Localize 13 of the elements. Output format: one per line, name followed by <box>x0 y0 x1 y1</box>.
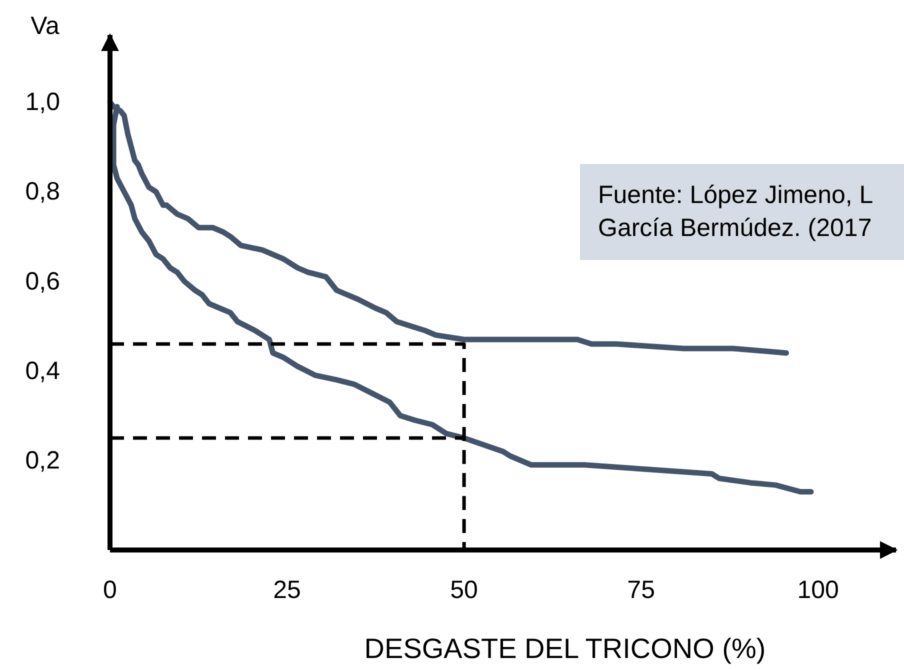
y-axis-title: Va <box>30 12 60 40</box>
x-tick-label: 100 <box>797 576 839 604</box>
y-tick-label: 1,0 <box>25 88 60 116</box>
x-tick-label: 0 <box>103 576 117 604</box>
x-tick-label: 25 <box>273 576 301 604</box>
x-tick-label: 75 <box>627 576 655 604</box>
y-tick-label: 0,2 <box>25 446 60 474</box>
y-tick-label: 0,6 <box>25 267 60 296</box>
x-tick-label: 50 <box>450 576 478 604</box>
annotation: Fuente: López Jimeno, L García Bermúdez. (2017 <box>598 181 874 242</box>
y-tick-label: 0,8 <box>25 178 60 206</box>
y-tick-label: 0,4 <box>25 356 60 385</box>
x-axis-title: DESGASTE DEL TRICONO (%) <box>364 633 766 664</box>
